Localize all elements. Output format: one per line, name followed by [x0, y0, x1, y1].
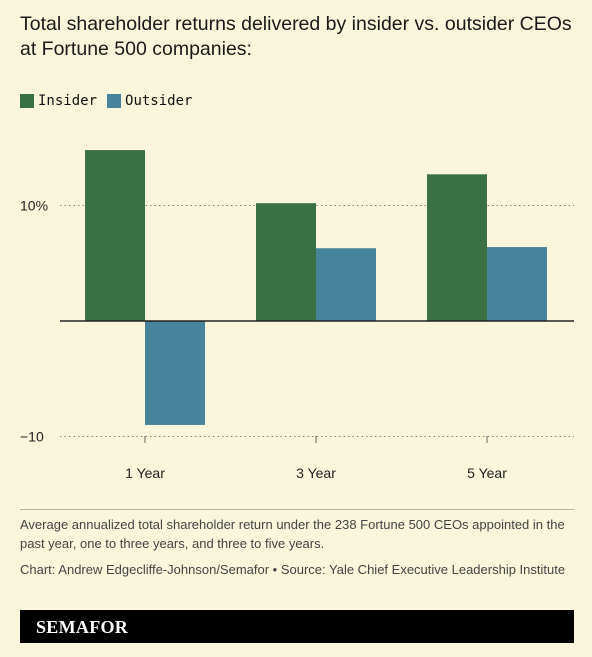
legend-swatch-insider: [20, 94, 34, 108]
legend-item-outsider: Outsider: [107, 93, 192, 109]
x-tick-label-1: 1 Year: [125, 465, 165, 481]
bar-outsider-1: [145, 321, 205, 425]
legend-label-outsider: Outsider: [125, 93, 193, 109]
bar-insider-3: [427, 174, 487, 321]
legend-label-insider: Insider: [38, 93, 98, 109]
y-tick-label-0: 10%: [20, 198, 48, 214]
legend-swatch-outsider: [107, 94, 122, 108]
bar-outsider-2: [316, 248, 376, 321]
y-tick-label-1: −10: [20, 429, 44, 445]
chart-note: Average annualized total shareholder ret…: [20, 517, 565, 551]
legend-item-insider: Insider: [20, 93, 97, 109]
bar-chart: 10% −10 1 Year 3 Year 5 Year: [20, 150, 574, 481]
chart-credit: Chart: Andrew Edgecliffe-Johnson/Semafor…: [20, 562, 566, 577]
brand-bar: SEMAFOR: [20, 610, 574, 643]
legend: Insider Outsider: [20, 93, 202, 109]
chart-title: Total shareholder returns delivered by i…: [20, 13, 572, 60]
bar-outsider-3: [487, 247, 547, 321]
x-tick-label-2: 3 Year: [296, 465, 336, 481]
divider: [20, 509, 574, 510]
bar-insider-2: [256, 203, 316, 321]
x-tick-label-3: 5 Year: [467, 465, 507, 481]
bar-insider-1: [85, 150, 145, 321]
brand-logo: SEMAFOR: [36, 617, 129, 637]
